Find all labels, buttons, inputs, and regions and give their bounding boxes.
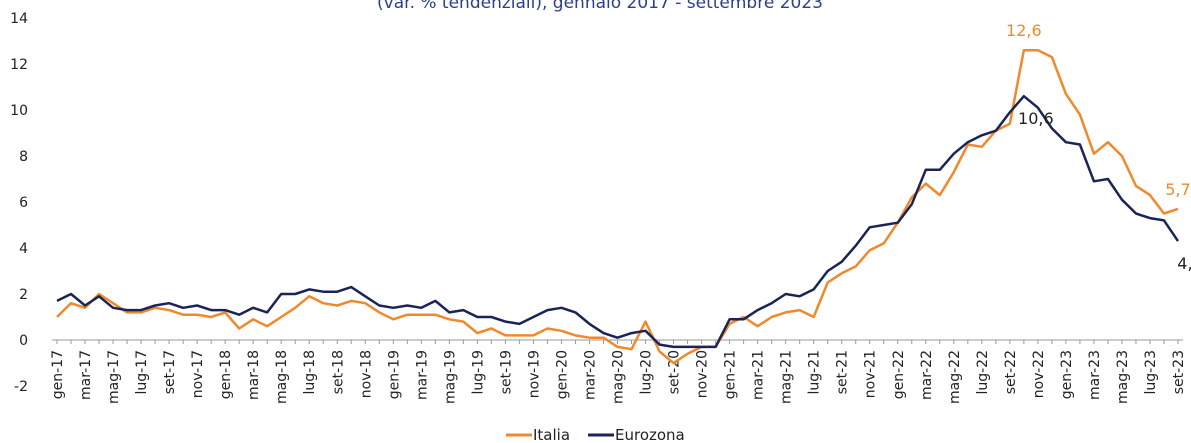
x-tick-label: gen-23	[1059, 350, 1075, 399]
y-tick-label: 2	[19, 287, 28, 303]
y-tick-label: 14	[10, 11, 28, 27]
legend-label: Italia	[533, 426, 570, 443]
data-label: 4,3	[1177, 254, 1191, 273]
y-tick-label: 12	[10, 57, 28, 73]
x-tick-label: nov-19	[526, 350, 542, 398]
x-tick-label: lug-22	[975, 350, 991, 395]
x-tick-label: lug-19	[470, 350, 486, 395]
y-tick-label: 0	[19, 333, 28, 349]
x-tick-label: mag-18	[274, 350, 290, 404]
x-tick-label: lug-21	[807, 350, 823, 395]
x-tick-label: mag-17	[106, 350, 122, 404]
x-tick-label: set-18	[330, 350, 346, 394]
x-tick-label: gen-22	[891, 350, 907, 399]
series-line	[56, 94, 1180, 349]
chart-title: (var. % tendenziali), gennaio 2017 - set…	[377, 0, 823, 13]
x-tick-label: set-22	[1003, 350, 1019, 394]
y-tick-label: 10	[10, 103, 28, 119]
y-tick-label: 6	[19, 195, 28, 211]
x-tick-label: gen-18	[218, 350, 234, 399]
data-label: 12,6	[1006, 21, 1042, 40]
x-tick-label: mar-21	[751, 350, 767, 400]
x-tick-label: set-21	[835, 350, 851, 394]
x-tick-label: nov-21	[863, 350, 879, 398]
x-tick-label: mar-18	[246, 350, 262, 400]
x-tick-label: nov-20	[695, 350, 711, 398]
x-tick-label: lug-17	[134, 350, 150, 395]
x-tick-label: mar-22	[919, 350, 935, 400]
y-tick-label: 4	[19, 241, 28, 257]
legend-label: Eurozona	[615, 426, 685, 443]
series-line	[56, 48, 1179, 365]
x-tick-label: nov-17	[190, 350, 206, 398]
data-label: 10,6	[1018, 109, 1054, 128]
y-tick-label: 8	[19, 149, 28, 165]
x-tick-label: mag-21	[779, 350, 795, 404]
x-tick-label: mag-19	[442, 350, 458, 404]
x-tick-label: gen-19	[386, 350, 402, 399]
x-tick-label: nov-18	[358, 350, 374, 398]
x-tick-label: set-19	[498, 350, 514, 394]
x-tick-label: nov-22	[1031, 350, 1047, 398]
data-label: 5,7	[1165, 180, 1190, 199]
x-tick-label: mar-23	[1087, 350, 1103, 400]
x-tick-label: set-20	[667, 350, 683, 394]
x-tick-label: gen-21	[723, 350, 739, 399]
x-tick-label: mag-23	[1115, 350, 1131, 404]
x-tick-label: lug-20	[639, 350, 655, 395]
x-tick-label: set-17	[162, 350, 178, 394]
y-tick-label: -2	[14, 379, 28, 395]
x-tick-label: set-23	[1171, 350, 1187, 394]
x-tick-label: mar-19	[414, 350, 430, 400]
x-tick-label: gen-20	[554, 350, 570, 399]
x-tick-label: mag-20	[611, 350, 627, 404]
x-tick-label: lug-23	[1143, 350, 1159, 395]
x-tick-label: mag-22	[947, 350, 963, 404]
x-tick-label: mar-17	[78, 350, 94, 400]
x-tick-label: gen-17	[50, 350, 66, 399]
x-tick-label: mar-20	[582, 350, 598, 400]
x-tick-label: lug-18	[302, 350, 318, 395]
